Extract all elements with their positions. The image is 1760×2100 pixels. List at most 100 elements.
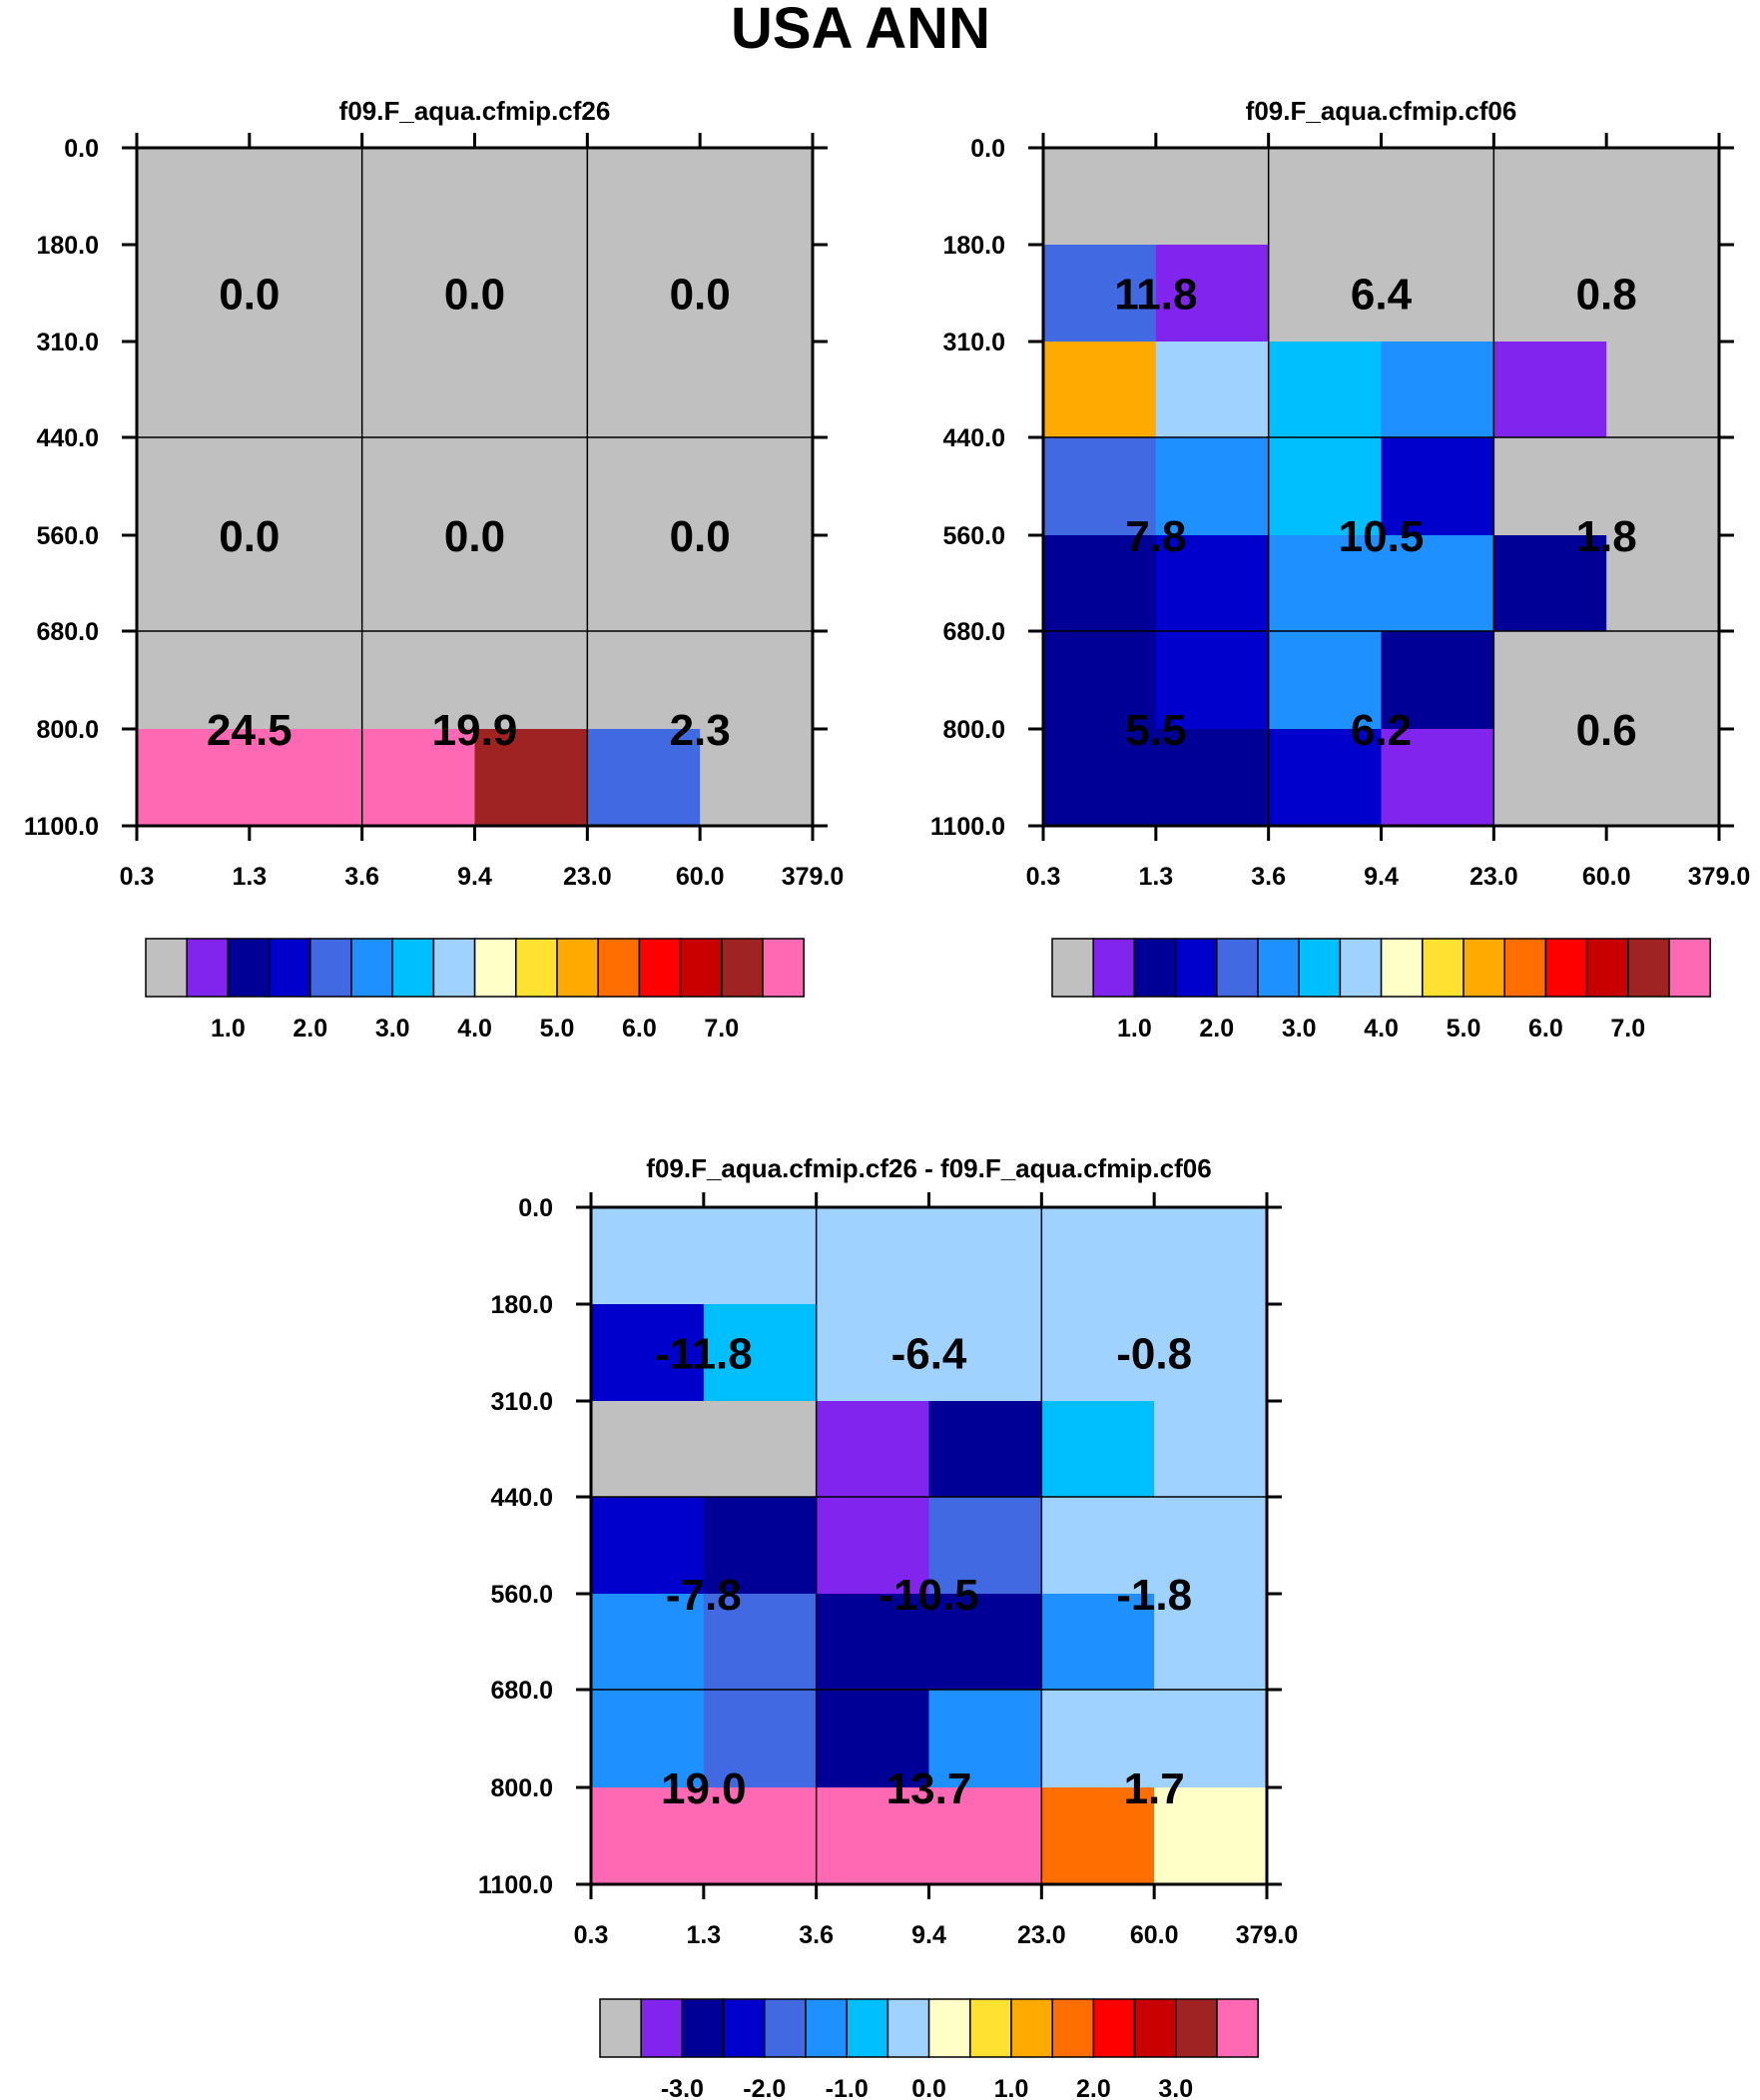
heatmap-cell [249,631,363,730]
colorbar-swatch [1216,938,1259,998]
colorbar-label: 3.0 [375,1015,410,1043]
colorbar-swatch [227,938,271,998]
heatmap-cell [1043,437,1157,536]
box-value: 0.0 [670,271,731,320]
y-tick-label: 1100.0 [478,1871,553,1899]
heatmap-cell [1041,1787,1155,1885]
colorbar-swatch [764,1998,807,2058]
heatmap-cell [361,729,476,827]
y-tick-label: 440.0 [36,424,99,452]
heatmap-cell [928,1497,1042,1595]
heatmap-cell [1606,342,1720,438]
colorbar-swatch [762,938,805,998]
colorbar-label: 1.0 [1117,1015,1152,1043]
heatmap-cell [1268,342,1383,438]
heatmap-cell [1155,148,1270,246]
colorbar-swatch [1092,938,1136,998]
x-tick-label: 379.0 [1236,1921,1299,1949]
panel-2: f09.F_aqua.cfmip.cf06 0.0 180.0 310.0 440.0 5… [930,96,1750,1043]
heatmap-cell [928,1401,1042,1498]
box-value: 11.8 [1114,271,1197,320]
x-tick-label: 23.0 [1017,1921,1066,1949]
heatmap-cell [1154,1594,1268,1691]
y-tick-label: 180.0 [942,232,1005,260]
heatmap-cell [1041,1594,1155,1691]
heatmap-cell [700,729,814,827]
colorbar-swatch [599,1998,642,2058]
box-value: -6.4 [891,1330,967,1379]
heatmap-cell [700,148,814,246]
y-tick-label: 0.0 [518,1194,553,1222]
colorbar-swatch [268,938,311,998]
heatmap-cell [816,1594,930,1691]
heatmap-cell [137,148,251,246]
x-tick-label: 60.0 [1582,863,1631,891]
heatmap-cell [591,1304,705,1402]
heatmap-cell [816,1690,930,1788]
y-tick-label: 310.0 [490,1388,553,1416]
x-tick-label: 3.6 [799,1921,834,1949]
x-tick-label: 379.0 [782,863,845,891]
heatmap-cell [474,245,588,343]
heatmap-cell [1268,245,1383,343]
box-value: 0.0 [444,271,505,320]
x-tick-label: 0.3 [120,863,155,891]
box-value: 6.4 [1351,271,1413,320]
box-value: 19.0 [661,1764,747,1813]
colorbar-swatch [432,938,476,998]
x-tick-label: 379.0 [1688,863,1751,891]
colorbar-swatch [805,1998,848,2058]
y-tick-label: 0.0 [64,135,99,163]
colorbar-swatch [1463,938,1505,998]
heatmap-cell [1606,437,1720,536]
box-value: 0.0 [444,512,505,561]
heatmap-cell [587,148,701,246]
heatmap-cell [587,631,701,730]
colorbar-label: 0.0 [911,2075,946,2100]
colorbar-swatch [1051,1998,1095,2058]
heatmap-cell [1493,535,1607,632]
x-tick-label: 1.3 [232,863,267,891]
box-value: -10.5 [879,1571,978,1620]
box-value: -1.8 [1116,1571,1192,1620]
heatmap-cell [1268,148,1383,246]
heatmap-cell [137,437,251,536]
heatmap-cell [1381,631,1494,730]
colorbar-swatch [1092,1998,1136,2058]
heatmap-cell [1493,342,1607,438]
y-tick-label: 800.0 [36,716,99,744]
heatmap-cell [249,535,363,632]
colorbar-swatch [1133,1998,1177,2058]
heatmap-cell [249,245,363,343]
heatmap-cell [928,1787,1042,1885]
heatmap-cell [137,342,251,438]
heatmap-cell [1268,729,1383,827]
colorbar-label: 3.0 [1158,2075,1193,2100]
colorbar-swatch [515,938,558,998]
colorbar-label: 6.0 [622,1015,657,1043]
panel-title: f09.F_aqua.cfmip.cf26 [339,96,611,126]
heatmap-cell [703,1594,818,1691]
heatmap-cell [1155,729,1270,827]
heatmap-cell [928,1207,1042,1305]
colorbar-swatch [722,1998,766,2058]
x-tick-label: 23.0 [1469,863,1518,891]
x-tick-label: 0.3 [574,1921,609,1949]
heatmap-cell [1381,148,1494,246]
heatmap-cell [587,729,701,827]
panel-title: f09.F_aqua.cfmip.cf06 [1246,96,1517,126]
heatmap-cell [1155,245,1270,343]
heatmap-cell [591,1207,705,1305]
heatmap-cell [1268,535,1383,632]
heatmap-cell [703,1787,818,1885]
heatmap-cell [1381,342,1494,438]
colorbar-swatch [721,938,764,998]
heatmap-cell [137,729,251,827]
x-tick-label: 60.0 [676,863,725,891]
box-value: 0.0 [219,512,280,561]
y-tick-label: 0.0 [970,135,1005,163]
colorbar-swatch [927,1998,971,2058]
heatmap-cell [816,1497,930,1595]
colorbar-swatch [1174,938,1218,998]
heatmap-cell [1493,245,1607,343]
